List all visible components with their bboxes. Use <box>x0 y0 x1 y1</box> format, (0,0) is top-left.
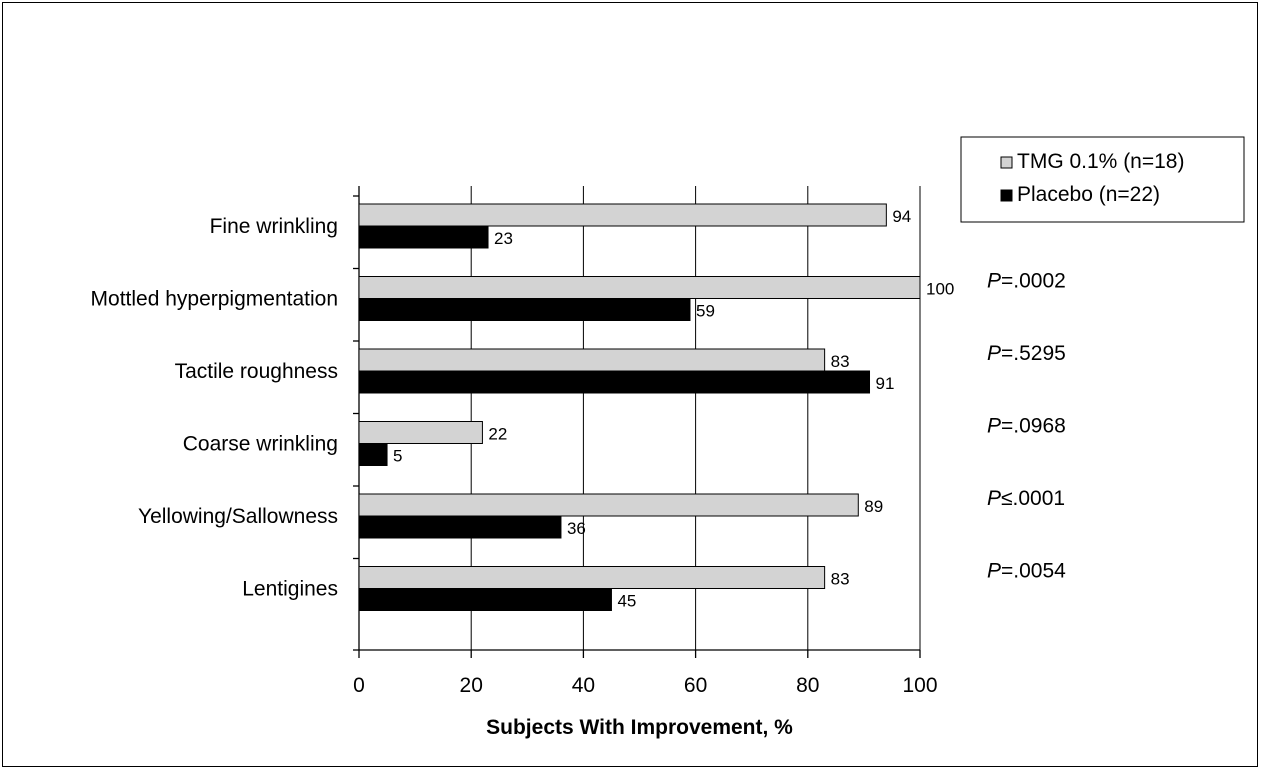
bar-placebo <box>358 298 691 321</box>
bar-tmg <box>358 421 483 444</box>
bar-tmg <box>358 493 859 517</box>
category-label: Lentigines <box>242 578 338 601</box>
bar-placebo <box>358 443 388 466</box>
category-label: Mottled hyperpigmentation <box>91 288 338 311</box>
p-value-label: P=.0002 <box>987 270 1066 293</box>
bar-tmg <box>358 276 921 299</box>
data-label: 22 <box>488 425 507 444</box>
data-label: 83 <box>831 570 850 589</box>
data-label: 100 <box>926 280 954 299</box>
data-label: 91 <box>876 374 895 393</box>
data-label: 5 <box>393 447 402 466</box>
x-tick-label: 20 <box>460 674 483 697</box>
legend-entry: TMG 0.1% (n=18) <box>1017 150 1184 173</box>
data-label: 45 <box>617 592 636 611</box>
data-label: 59 <box>696 302 715 321</box>
bar-tmg <box>358 203 887 227</box>
data-label: 36 <box>567 519 586 538</box>
bar-placebo <box>358 588 612 611</box>
data-label: 83 <box>831 352 850 371</box>
data-label: 89 <box>864 497 883 516</box>
x-tick-label: 60 <box>684 674 707 697</box>
x-tick-label: 40 <box>572 674 595 697</box>
bar-tmg <box>358 348 826 372</box>
p-value-label: P=.0054 <box>987 560 1066 583</box>
legend-swatch <box>1000 156 1013 169</box>
x-axis-label: Subjects With Improvement, % <box>486 716 793 739</box>
category-label: Coarse wrinkling <box>183 433 338 456</box>
x-tick-label: 100 <box>902 674 937 697</box>
x-tick-label: 0 <box>353 674 365 697</box>
p-value-label: P=.0968 <box>987 415 1066 438</box>
data-label: 94 <box>892 207 911 226</box>
legend-box <box>960 136 1245 223</box>
category-label: Yellowing/Sallowness <box>138 505 338 528</box>
bar-placebo <box>358 515 562 539</box>
category-label: Tactile roughness <box>175 360 338 383</box>
legend-swatch <box>1000 189 1013 202</box>
p-value-label: P≤.0001 <box>987 487 1065 510</box>
bar-placebo <box>358 225 489 249</box>
bar-tmg <box>358 566 826 589</box>
legend-entry: Placebo (n=22) <box>1017 183 1160 206</box>
x-tick-label: 80 <box>796 674 819 697</box>
category-label: Fine wrinkling <box>210 215 338 238</box>
p-value-label: P=.5295 <box>987 342 1066 365</box>
data-label: 23 <box>494 229 513 248</box>
bar-placebo <box>358 370 871 394</box>
